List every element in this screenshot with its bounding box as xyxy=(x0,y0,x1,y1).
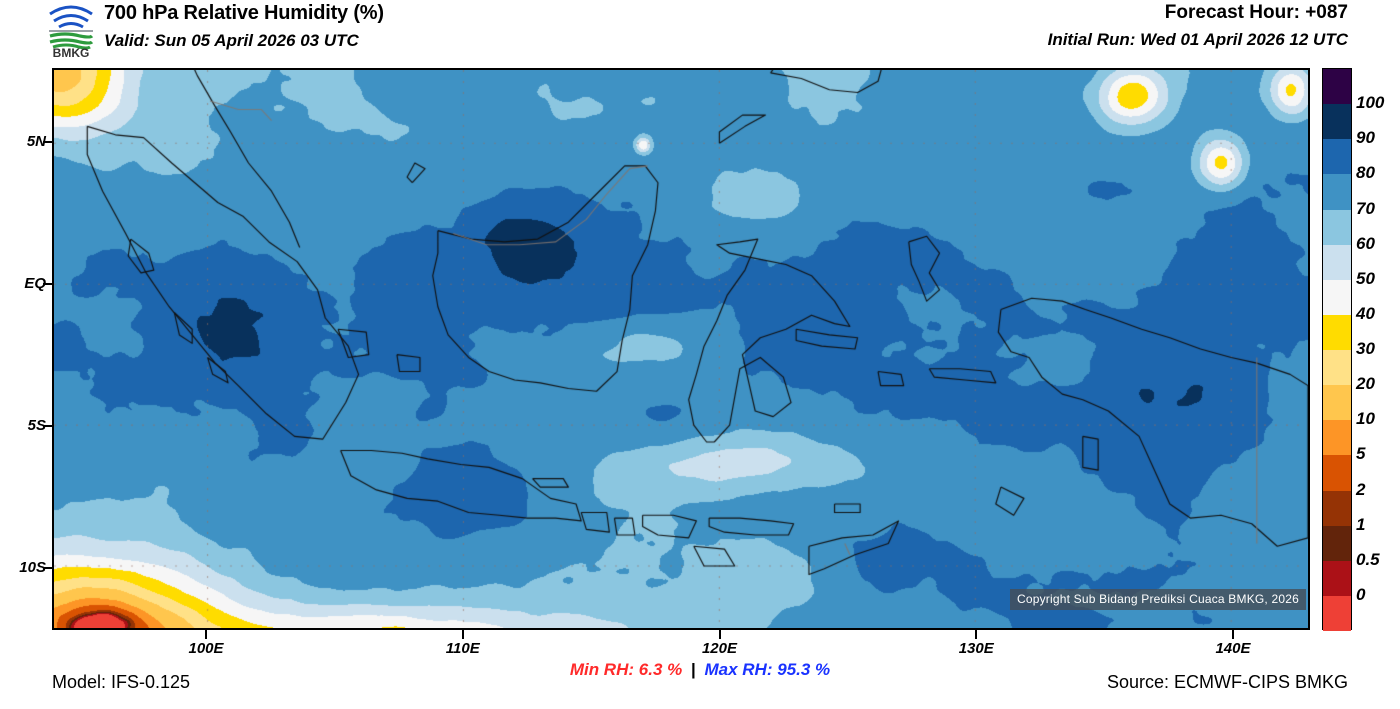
lon-label-120E: 120E xyxy=(701,640,738,657)
lat-tick xyxy=(43,566,52,569)
min-rh-label: Min RH: xyxy=(569,660,635,679)
colorbar-band xyxy=(1323,490,1351,526)
colorbar-tick-20: 20 xyxy=(1356,374,1375,394)
colorbar-tick-0: 0 xyxy=(1356,584,1366,604)
bmkg-logo: BMKG xyxy=(40,2,102,58)
colorbar-tick-50: 50 xyxy=(1356,268,1375,288)
colorbar-band xyxy=(1323,385,1351,421)
lon-tick xyxy=(461,630,464,639)
lat-tick xyxy=(43,424,52,427)
header: BMKG 700 hPa Relative Humidity (%) Valid… xyxy=(0,0,1400,62)
max-rh-value: 95.3 % xyxy=(777,660,831,679)
lon-tick xyxy=(1231,630,1234,639)
colorbar-band xyxy=(1323,350,1351,386)
footer: Model: IFS-0.125 Min RH: 6.3 % | Max RH:… xyxy=(0,660,1400,709)
lon-label-100E: 100E xyxy=(188,640,224,657)
colorbar-tick-0.5: 0.5 xyxy=(1356,549,1380,569)
valid-time: Valid: Sun 05 April 2026 03 UTC xyxy=(104,31,359,50)
humidity-map: Copyright Sub Bidang Prediksi Cuaca BMKG… xyxy=(52,68,1310,630)
colorbar-band xyxy=(1323,455,1351,491)
colorbar-tick-10: 10 xyxy=(1356,409,1375,429)
colorbar-tick-30: 30 xyxy=(1356,339,1375,358)
lon-label-140E: 140E xyxy=(1215,640,1251,657)
max-rh-label: Max RH: xyxy=(704,660,773,679)
copyright-watermark: Copyright Sub Bidang Prediksi Cuaca BMKG… xyxy=(1009,589,1306,610)
colorbar-tick-60: 60 xyxy=(1356,233,1375,253)
lon-tick xyxy=(718,630,721,639)
colorbar-band xyxy=(1323,525,1351,561)
colorbar-tick-2: 2 xyxy=(1356,479,1366,499)
colorbar-band xyxy=(1323,174,1351,210)
lat-tick xyxy=(43,282,52,285)
colorbar-tick-100: 100 xyxy=(1356,93,1385,113)
lat-label-10S: 10S xyxy=(19,558,46,576)
lon-tick xyxy=(205,630,208,639)
colorbar-band xyxy=(1323,209,1351,245)
colorbar-band xyxy=(1323,595,1351,631)
colorbar-band xyxy=(1323,314,1351,350)
lon-tick xyxy=(975,630,978,639)
model-label: Model: IFS-0.125 xyxy=(52,672,191,692)
colorbar xyxy=(1322,68,1352,631)
lat-tick xyxy=(43,140,52,143)
lat-label-5S: 5S xyxy=(27,416,46,434)
forecast-hour: Forecast Hour: +087 xyxy=(1164,2,1348,23)
min-rh-value: 6.3 % xyxy=(638,660,683,679)
lat-label-EQ: EQ xyxy=(24,274,46,292)
page-title: 700 hPa Relative Humidity (%) xyxy=(104,2,384,24)
svg-text:BMKG: BMKG xyxy=(53,46,90,58)
humidity-field-canvas xyxy=(54,70,1308,628)
colorbar-tick-40: 40 xyxy=(1356,303,1375,323)
colorbar-tick-1: 1 xyxy=(1356,514,1366,534)
colorbar-band xyxy=(1323,139,1351,175)
colorbar-tick-5: 5 xyxy=(1356,444,1366,464)
stats-separator: | xyxy=(690,660,696,679)
lon-label-110E: 110E xyxy=(445,640,480,657)
colorbar-band xyxy=(1323,244,1351,280)
initial-run: Initial Run: Wed 01 April 2026 12 UTC xyxy=(1047,30,1348,49)
lat-label-5N: 5N xyxy=(26,132,46,150)
rh-stats: Min RH: 6.3 % | Max RH: 95.3 % xyxy=(0,660,1400,680)
colorbar-band xyxy=(1323,279,1351,315)
source-label: Source: ECMWF-CIPS BMKG xyxy=(1106,672,1348,692)
colorbar-labels: 100 90 80 70 60 50 40 30 20 10 5 2 1 0.5 0 xyxy=(1356,68,1400,630)
lon-label-130E: 130E xyxy=(958,640,994,657)
colorbar-band xyxy=(1323,69,1351,105)
colorbar-band xyxy=(1323,104,1351,140)
colorbar-tick-70: 70 xyxy=(1356,198,1375,218)
colorbar-band xyxy=(1323,420,1351,456)
colorbar-band xyxy=(1323,560,1351,596)
colorbar-tick-80: 80 xyxy=(1356,163,1375,183)
colorbar-tick-90: 90 xyxy=(1356,128,1375,148)
